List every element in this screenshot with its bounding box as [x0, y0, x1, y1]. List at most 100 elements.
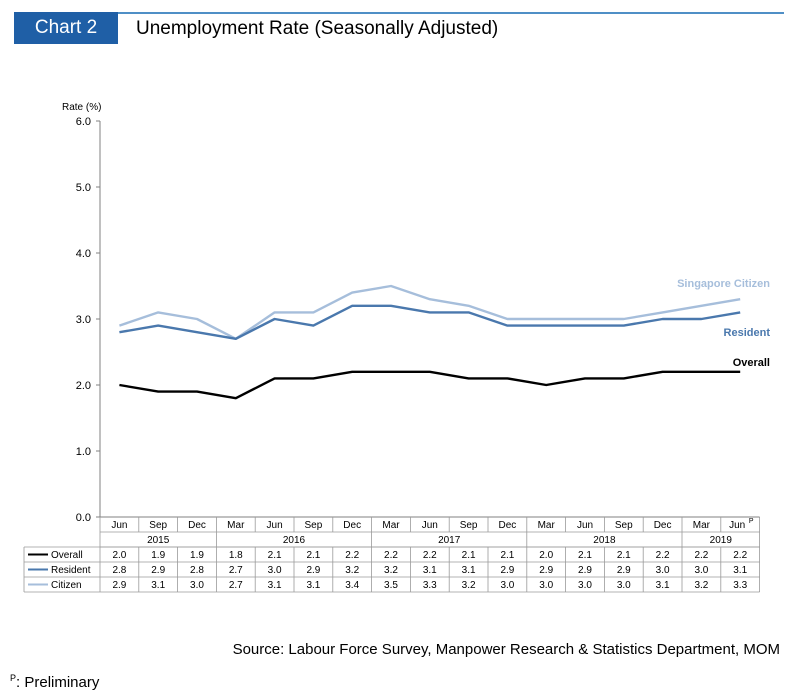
data-label-resident: 3.0 — [268, 565, 282, 576]
year-label: 2017 — [438, 535, 461, 546]
data-label-overall: 2.1 — [617, 550, 631, 561]
data-label-citizen: 2.7 — [229, 580, 243, 591]
preliminary-note: P: Preliminary — [10, 673, 99, 691]
data-label-citizen: 3.0 — [539, 580, 553, 591]
data-label-resident: 2.8 — [112, 565, 126, 576]
data-label-citizen: 3.4 — [345, 580, 359, 591]
y-axis-label: Rate (%) — [62, 102, 101, 113]
x-tick-label: Sep — [149, 520, 167, 531]
data-label-resident: 3.1 — [462, 565, 476, 576]
x-tick-label: Jun — [422, 520, 438, 531]
data-label-citizen: 3.2 — [694, 580, 708, 591]
x-tick-label: Jun — [577, 520, 593, 531]
x-tick-label: Mar — [382, 520, 400, 531]
chart-header: Chart 2 Unemployment Rate (Seasonally Ad… — [14, 12, 784, 44]
line-label-citizen: Singapore Citizen — [677, 278, 770, 290]
preliminary-text: : Preliminary — [16, 674, 100, 691]
data-label-citizen: 3.1 — [268, 580, 282, 591]
x-tick-label: Sep — [460, 520, 478, 531]
data-label-resident: 3.1 — [423, 565, 437, 576]
series-line-citizen — [119, 284, 741, 340]
source-note: Source: Labour Force Survey, Manpower Re… — [232, 641, 780, 658]
data-label-resident: 2.9 — [151, 565, 165, 576]
data-label-citizen: 3.2 — [462, 580, 476, 591]
data-label-resident: 2.8 — [190, 565, 204, 576]
data-label-resident: 2.9 — [578, 565, 592, 576]
data-label-overall: 2.1 — [306, 550, 320, 561]
x-tick-label: Jun — [729, 520, 745, 531]
y-tick-label: 4.0 — [76, 248, 91, 260]
data-label-overall: 2.2 — [423, 550, 437, 561]
header-rule — [14, 12, 784, 14]
data-label-citizen: 3.1 — [306, 580, 320, 591]
y-tick-label: 1.0 — [76, 446, 91, 458]
data-label-overall: 2.2 — [733, 550, 747, 561]
x-tick-label: Mar — [693, 520, 711, 531]
unemployment-line-chart: Rate (%) 0.0 1.0 2.0 3.0 4.0 5.0 6.0 Overall Resi… — [23, 102, 771, 593]
data-label-overall: 1.9 — [151, 550, 165, 561]
data-label-resident: 2.9 — [500, 565, 514, 576]
data-label-resident: 2.9 — [306, 565, 320, 576]
data-label-citizen: 3.3 — [423, 580, 437, 591]
y-tick-label: 5.0 — [76, 182, 91, 194]
data-label-overall: 2.2 — [656, 550, 670, 561]
data-label-resident: 2.7 — [229, 565, 243, 576]
preliminary-superscript: P — [10, 673, 17, 683]
data-label-citizen: 3.3 — [733, 580, 747, 591]
data-label-resident: 2.9 — [617, 565, 631, 576]
year-label: 2015 — [147, 535, 170, 546]
y-tick-label: 6.0 — [76, 116, 91, 128]
x-tick-label: Dec — [654, 520, 672, 531]
x-tick-label: Jun — [267, 520, 283, 531]
x-tick-label: Sep — [615, 520, 633, 531]
data-label-citizen: 3.1 — [151, 580, 165, 591]
x-tick-label: Jun — [111, 520, 127, 531]
data-label-citizen: 3.0 — [500, 580, 514, 591]
data-label-citizen: 2.9 — [112, 580, 126, 591]
legend-label-resident: Resident — [51, 565, 91, 576]
data-label-overall: 2.2 — [345, 550, 359, 561]
year-label: 2019 — [710, 535, 733, 546]
legend-label-citizen: Citizen — [51, 580, 82, 591]
series-line-overall — [119, 370, 741, 400]
data-label-resident: 3.1 — [733, 565, 747, 576]
x-tick-label: Dec — [188, 520, 206, 531]
data-label-citizen: 3.0 — [617, 580, 631, 591]
line-label-resident: Resident — [724, 327, 771, 339]
x-tick-label: Mar — [538, 520, 556, 531]
year-label: 2016 — [283, 535, 306, 546]
data-label-resident: 2.9 — [539, 565, 553, 576]
data-label-overall: 1.8 — [229, 550, 243, 561]
data-label-resident: 3.0 — [694, 565, 708, 576]
x-tick-label: Dec — [499, 520, 517, 531]
data-label-citizen: 3.0 — [190, 580, 204, 591]
data-label-resident: 3.2 — [345, 565, 359, 576]
data-label-overall: 2.1 — [462, 550, 476, 561]
data-label-overall: 2.1 — [500, 550, 514, 561]
data-label-overall: 2.1 — [578, 550, 592, 561]
year-label: 2018 — [593, 535, 616, 546]
data-label-overall: 2.2 — [384, 550, 398, 561]
y-tick-label: 3.0 — [76, 314, 91, 326]
x-tick-label: Dec — [343, 520, 361, 531]
x-tick-label: Mar — [227, 520, 245, 531]
line-label-overall: Overall — [733, 357, 770, 369]
x-tick-superscript: P — [749, 518, 754, 525]
data-label-resident: 3.2 — [384, 565, 398, 576]
chart-title: Unemployment Rate (Seasonally Adjusted) — [136, 18, 499, 39]
legend-label-overall: Overall — [51, 550, 83, 561]
data-label-citizen: 3.1 — [656, 580, 670, 591]
x-tick-label: Sep — [305, 520, 323, 531]
series-line-resident — [119, 304, 741, 340]
data-label-overall: 2.1 — [268, 550, 282, 561]
data-label-overall: 2.0 — [539, 550, 553, 561]
data-label-overall: 2.2 — [694, 550, 708, 561]
chart-number-badge: Chart 2 — [14, 12, 118, 44]
y-tick-label: 2.0 — [76, 380, 91, 392]
data-label-overall: 2.0 — [112, 550, 126, 561]
data-label-overall: 1.9 — [190, 550, 204, 561]
y-tick-label: 0.0 — [76, 512, 91, 524]
data-label-citizen: 3.0 — [578, 580, 592, 591]
data-label-citizen: 3.5 — [384, 580, 398, 591]
data-label-resident: 3.0 — [656, 565, 670, 576]
